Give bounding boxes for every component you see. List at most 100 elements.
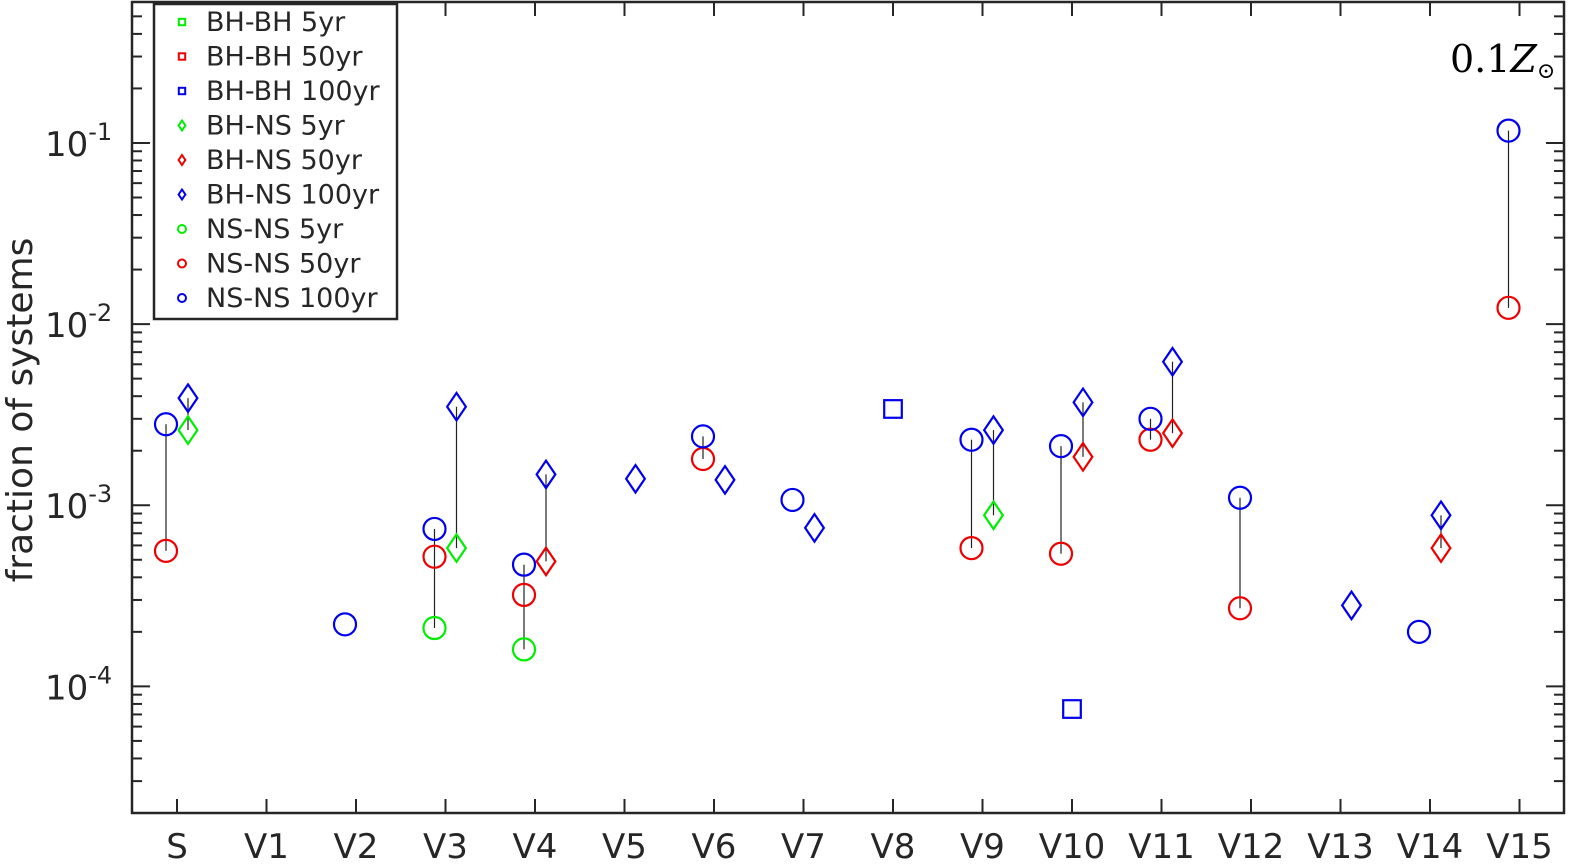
data-point [1138, 406, 1163, 431]
data-point [153, 412, 179, 437]
data-point [1161, 346, 1184, 378]
x-tick-label: V12 [1218, 827, 1285, 864]
data-point [177, 414, 199, 446]
data-point [1072, 441, 1094, 473]
legend-label: BH-BH 100yr [206, 76, 381, 107]
annotation-subscript: ⊙ [1537, 59, 1555, 84]
x-tick-label: V6 [692, 827, 737, 864]
data-point [1340, 589, 1363, 622]
legend-label: BH-BH 50yr [206, 42, 363, 73]
y-tick-base: 10 [45, 487, 88, 527]
legend-label: BH-BH 5yr [206, 7, 346, 38]
legend-marker [177, 86, 187, 96]
annotation-value: 0.1 [1450, 37, 1510, 81]
data-point [624, 463, 647, 495]
y-tick-label: 10-2 [45, 299, 112, 346]
data-point [1072, 386, 1094, 419]
x-tick-label: V8 [871, 827, 916, 864]
data-point [445, 532, 468, 564]
x-tick-label: V10 [1039, 827, 1106, 864]
data-markers [153, 118, 1521, 719]
data-point [803, 512, 826, 544]
data-point [714, 464, 736, 496]
data-point [1062, 699, 1082, 719]
data-point [780, 487, 805, 513]
data-point [1048, 434, 1074, 459]
data-point [982, 499, 1005, 532]
data-point [535, 545, 557, 578]
legend-label: NS-NS 50yr [206, 249, 361, 280]
data-point [422, 544, 447, 569]
data-point [422, 516, 447, 542]
y-tick-exponent: -4 [88, 661, 112, 689]
y-tick-label: 10-1 [45, 118, 112, 165]
data-point [332, 612, 358, 637]
legend-marker [177, 153, 187, 167]
x-tick-label: V11 [1128, 827, 1195, 864]
y-axis-label: fraction of systems [0, 238, 41, 583]
data-point [1161, 417, 1184, 449]
data-point [511, 582, 537, 607]
legend-label: NS-NS 5yr [206, 214, 344, 245]
legend-marker [177, 17, 187, 27]
data-point [422, 615, 447, 641]
data-point [959, 427, 984, 452]
x-tick-label: V3 [423, 827, 468, 864]
x-tick-label: V4 [513, 827, 558, 864]
x-tick-label: S [166, 827, 188, 864]
y-tick-exponent: -1 [88, 118, 112, 146]
legend-label: NS-NS 100yr [206, 283, 379, 314]
data-point [883, 399, 903, 419]
x-tick-label: V1 [244, 827, 289, 864]
plot-frame [130, 0, 1566, 815]
data-point [1227, 596, 1253, 621]
data-point [535, 458, 557, 491]
data-point [1227, 485, 1253, 510]
data-point [445, 390, 468, 423]
x-tick-label: V9 [960, 827, 1005, 864]
x-tick-label: V5 [602, 827, 647, 864]
y-tick-label: 10-4 [45, 661, 112, 708]
data-point [982, 414, 1005, 446]
x-tick-label: V2 [334, 827, 379, 864]
data-point [177, 382, 199, 414]
legend-box [152, 2, 399, 321]
data-point [1430, 499, 1452, 532]
legend-label: BH-NS 100yr [206, 180, 380, 211]
y-tick-label: 10-3 [45, 480, 112, 527]
annotation-symbol: Z [1509, 37, 1537, 81]
x-tick-label: V7 [781, 827, 826, 864]
data-point [1496, 295, 1521, 320]
y-tick-exponent: -2 [88, 299, 112, 327]
legend-marker [177, 118, 187, 133]
legend-marker [177, 224, 187, 234]
x-tick-label: V15 [1486, 827, 1553, 864]
legend-marker [177, 258, 187, 269]
data-point [1496, 118, 1521, 143]
data-point [1406, 619, 1432, 644]
x-tick-label: V14 [1397, 827, 1464, 864]
y-tick-exponent: -3 [88, 480, 112, 508]
data-point [153, 538, 179, 563]
metallicity-annotation: 0.1Z⊙ [1450, 37, 1555, 84]
data-point [1430, 532, 1452, 564]
y-tick-labels: 10-110-210-310-4 [45, 118, 112, 708]
x-tick-labels: S V1 V2 V3 V4 V5 V6 V7 V8 V9 V10 V11 V12 V13 V14 V15 [166, 827, 1553, 864]
data-point [959, 535, 984, 561]
legend-label: BH-NS 50yr [206, 145, 363, 176]
y-tick-base: 10 [45, 306, 88, 346]
data-point [511, 552, 537, 577]
axis-ticks [132, 2, 1564, 814]
data-point [1048, 541, 1074, 566]
legend-marker [177, 293, 187, 303]
data-point [511, 637, 537, 662]
x-tick-label: V13 [1307, 827, 1374, 864]
legend-marker [177, 187, 187, 202]
legend-marker [177, 52, 187, 61]
data-point [690, 424, 716, 449]
y-tick-base: 10 [45, 125, 88, 165]
y-tick-base: 10 [45, 668, 88, 708]
legend-label: BH-NS 5yr [206, 111, 346, 142]
